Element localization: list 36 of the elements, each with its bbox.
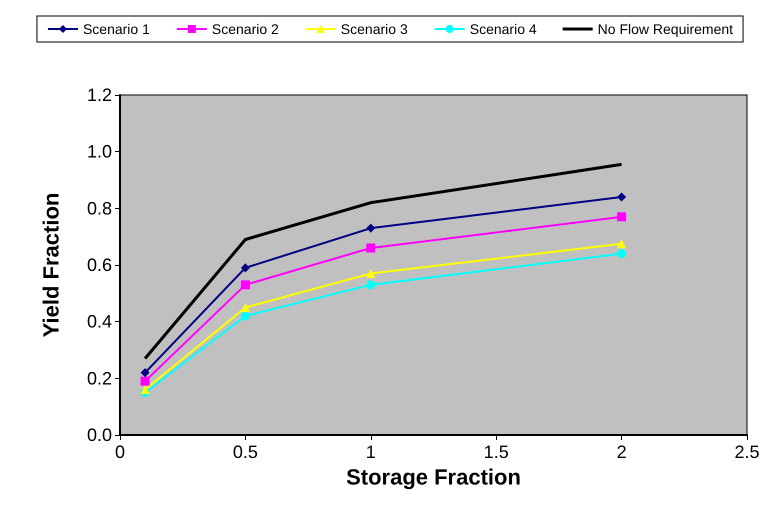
legend-label: No Flow Requirement	[598, 21, 734, 37]
x-tick-label: 1.5	[484, 442, 509, 462]
point	[240, 303, 250, 312]
x-tick-label: 2.5	[734, 442, 760, 462]
y-tick-label: 0.4	[86, 312, 112, 332]
point	[617, 212, 626, 222]
point	[140, 368, 150, 378]
line-series	[144, 162, 624, 360]
legend-label: Scenario 1	[82, 21, 150, 37]
point	[617, 192, 626, 202]
x-tick-label: 1	[366, 442, 376, 462]
legend-label: Scenario 4	[470, 21, 537, 37]
point	[617, 239, 626, 248]
point	[240, 312, 250, 320]
y-tick-label: 1.0	[86, 142, 112, 162]
point	[366, 280, 376, 290]
x-axis-title: Storage Fraction	[346, 464, 521, 490]
y-tick-label: 0.0	[86, 425, 112, 445]
legend-label: Scenario 3	[340, 21, 408, 37]
x-tick-label: 0	[114, 442, 126, 462]
point	[366, 224, 376, 233]
point	[617, 249, 626, 258]
point	[140, 376, 150, 386]
point	[366, 244, 376, 252]
y-tick-label: 0.6	[86, 255, 112, 275]
point	[240, 263, 250, 272]
legend-label: Scenario 2	[212, 21, 280, 37]
x-tick-label: 2	[616, 442, 627, 462]
y-tick-label: 0.2	[86, 368, 112, 388]
y-tick-label: 1.2	[86, 85, 112, 105]
point	[140, 385, 150, 394]
point	[366, 269, 376, 278]
point	[240, 280, 250, 290]
y-axis-title: Yield Fraction	[38, 192, 64, 338]
y-tick-label: 0.8	[86, 198, 112, 218]
x-tick-label: 0.5	[232, 442, 258, 462]
